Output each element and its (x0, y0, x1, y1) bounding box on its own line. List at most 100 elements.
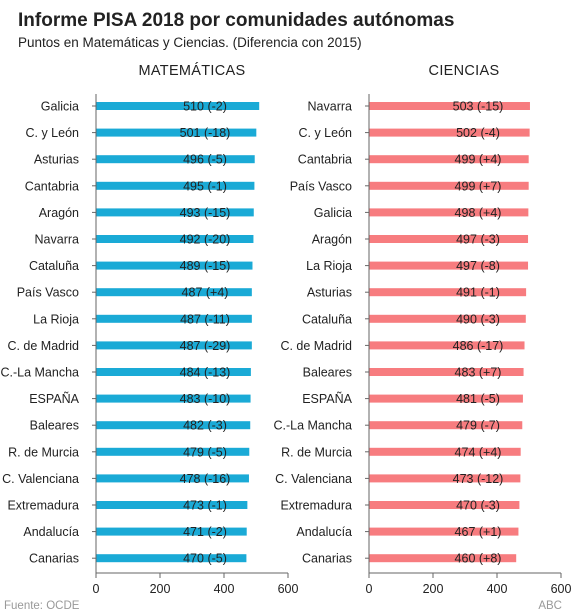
category-label-ciencias: La Rioja (306, 259, 352, 273)
category-label-ciencias: C. y León (298, 126, 352, 140)
bar-ciencias (369, 527, 519, 536)
category-label-matematicas: País Vasco (17, 286, 79, 300)
bar-matematicas (96, 447, 250, 456)
bar-matematicas (96, 527, 247, 536)
data-label-matematicas: 470 (-5) (183, 552, 227, 566)
bar-matematicas (96, 421, 251, 430)
category-label-matematicas: C. Valenciana (2, 472, 79, 486)
data-label-matematicas: 483 (-10) (180, 392, 231, 406)
bar-ciencias (369, 314, 526, 323)
data-label-ciencias: 483 (+7) (455, 366, 502, 380)
data-label-matematicas: 487 (-11) (180, 312, 230, 326)
bar-ciencias (369, 554, 517, 563)
data-label-ciencias: 490 (-3) (456, 312, 500, 326)
category-label-ciencias: País Vasco (290, 179, 352, 193)
data-label-ciencias: 498 (+4) (455, 206, 502, 220)
data-label-ciencias: 467 (+1) (455, 525, 502, 539)
category-label-ciencias: Navarra (308, 100, 353, 114)
bar-ciencias (369, 181, 529, 190)
data-label-matematicas: 489 (-15) (180, 259, 231, 273)
category-label-ciencias: Baleares (303, 366, 352, 380)
x-tick-label-matematicas: 600 (278, 582, 299, 596)
category-label-ciencias: Canarias (302, 552, 352, 566)
data-label-matematicas: 496 (-5) (183, 153, 227, 167)
bar-matematicas (96, 394, 251, 403)
data-label-matematicas: 510 (-2) (183, 100, 227, 114)
category-label-ciencias: Andalucía (296, 525, 352, 539)
chart-title: Informe PISA 2018 por comunidades autóno… (18, 10, 455, 31)
category-label-matematicas: ESPAÑA (29, 392, 79, 406)
category-label-matematicas: C. de Madrid (7, 339, 79, 353)
data-label-ciencias: 479 (-7) (456, 419, 500, 433)
bar-ciencias (369, 128, 530, 137)
data-label-ciencias: 470 (-3) (456, 499, 500, 513)
category-label-matematicas: C.-La Mancha (0, 366, 79, 380)
bar-matematicas (96, 208, 254, 217)
bar-ciencias (369, 447, 521, 456)
data-label-matematicas: 487 (+4) (182, 286, 229, 300)
bar-ciencias (369, 368, 524, 376)
data-label-ciencias: 486 (-17) (453, 339, 504, 353)
category-label-ciencias: Cantabria (298, 153, 352, 167)
x-tick-label-ciencias: 200 (423, 582, 444, 596)
bar-matematicas (96, 368, 251, 376)
bar-ciencias (369, 474, 521, 483)
category-label-ciencias: R. de Murcia (281, 445, 352, 459)
bar-matematicas (96, 128, 257, 137)
data-label-ciencias: 502 (-4) (456, 126, 500, 140)
category-label-ciencias: C.-La Mancha (273, 419, 352, 433)
bar-matematicas (96, 288, 252, 297)
data-label-ciencias: 473 (-12) (453, 472, 504, 486)
data-label-matematicas: 501 (-18) (180, 126, 231, 140)
bar-ciencias (369, 341, 525, 350)
bar-ciencias (369, 421, 523, 430)
data-label-matematicas: 482 (-3) (183, 419, 227, 433)
category-label-ciencias: C. de Madrid (280, 339, 352, 353)
category-label-matematicas: Navarra (35, 233, 80, 247)
category-label-ciencias: Extremadura (280, 499, 352, 513)
category-label-matematicas: Canarias (29, 552, 79, 566)
category-label-ciencias: ESPAÑA (302, 392, 352, 406)
bar-matematicas (96, 235, 254, 243)
category-label-matematicas: R. de Murcia (8, 445, 79, 459)
data-label-ciencias: 491 (-1) (456, 286, 500, 300)
category-label-ciencias: Asturias (307, 286, 352, 300)
category-label-ciencias: Galicia (314, 206, 352, 220)
bar-matematicas (96, 554, 247, 563)
panel-title-matematicas: MATEMÁTICAS (138, 63, 246, 79)
bar-matematicas (96, 474, 249, 483)
data-label-matematicas: 495 (-1) (183, 179, 227, 193)
bar-matematicas (96, 261, 253, 270)
data-label-matematicas: 473 (-1) (183, 499, 227, 513)
data-label-matematicas: 493 (-15) (180, 206, 231, 220)
x-tick-label-ciencias: 0 (366, 582, 373, 596)
category-label-matematicas: Cantabria (25, 179, 79, 193)
bar-matematicas (96, 341, 252, 350)
category-label-matematicas: Galicia (41, 100, 79, 114)
data-label-ciencias: 497 (-3) (456, 233, 500, 247)
data-label-ciencias: 499 (+4) (455, 153, 502, 167)
bar-matematicas (96, 501, 248, 509)
bar-ciencias (369, 501, 520, 509)
data-label-matematicas: 487 (-29) (180, 339, 231, 353)
data-label-matematicas: 484 (-13) (180, 366, 231, 380)
data-label-matematicas: 478 (-16) (180, 472, 231, 486)
data-label-matematicas: 492 (-20) (180, 233, 231, 247)
category-label-matematicas: C. y León (25, 126, 79, 140)
category-label-ciencias: Aragón (312, 233, 352, 247)
source-note: Fuente: OCDE (4, 600, 80, 612)
category-label-ciencias: Cataluña (302, 312, 352, 326)
bar-matematicas (96, 181, 255, 190)
x-tick-label-matematicas: 400 (214, 582, 235, 596)
category-label-matematicas: Baleares (30, 419, 79, 433)
bar-ciencias (369, 394, 523, 403)
credit-note: ABC (538, 600, 562, 612)
bar-ciencias (369, 155, 529, 164)
panel-title-ciencias: CIENCIAS (428, 63, 500, 79)
bar-ciencias (369, 102, 530, 110)
bar-matematicas (96, 102, 260, 110)
data-label-ciencias: 503 (-15) (453, 100, 504, 114)
chart-subtitle: Puntos en Matemáticas y Ciencias. (Difer… (18, 35, 362, 50)
bar-ciencias (369, 261, 529, 270)
